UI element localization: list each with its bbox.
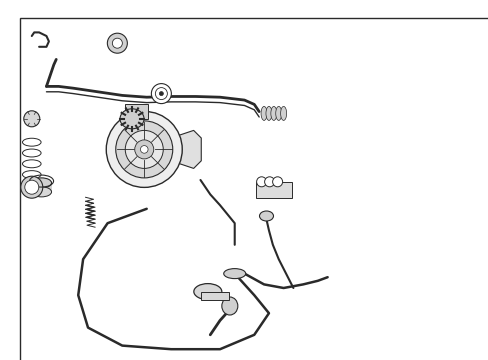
Circle shape — [264, 177, 274, 187]
Ellipse shape — [280, 107, 286, 120]
Bar — [32, 183, 51, 192]
Ellipse shape — [120, 109, 144, 129]
Bar — [201, 292, 228, 300]
Ellipse shape — [275, 107, 281, 120]
Ellipse shape — [22, 138, 41, 146]
Circle shape — [112, 38, 122, 48]
Circle shape — [125, 130, 163, 168]
Circle shape — [159, 91, 163, 96]
Ellipse shape — [32, 178, 51, 188]
Ellipse shape — [261, 107, 266, 120]
Ellipse shape — [32, 187, 51, 197]
Circle shape — [107, 33, 127, 53]
Circle shape — [155, 87, 167, 100]
Ellipse shape — [21, 176, 42, 198]
Circle shape — [116, 121, 172, 178]
Circle shape — [272, 177, 282, 187]
Bar — [255, 182, 291, 198]
Ellipse shape — [265, 107, 271, 120]
Ellipse shape — [25, 180, 39, 194]
Ellipse shape — [22, 149, 41, 157]
Ellipse shape — [22, 160, 41, 168]
Circle shape — [151, 84, 171, 104]
Ellipse shape — [259, 211, 273, 221]
Ellipse shape — [222, 297, 237, 315]
Ellipse shape — [22, 171, 41, 179]
Ellipse shape — [24, 111, 40, 127]
Circle shape — [256, 177, 266, 187]
Circle shape — [106, 111, 182, 188]
Circle shape — [135, 140, 153, 159]
Ellipse shape — [193, 284, 222, 300]
Polygon shape — [170, 130, 201, 168]
Ellipse shape — [270, 107, 276, 120]
Bar — [125, 104, 148, 119]
Circle shape — [140, 145, 148, 153]
Ellipse shape — [224, 269, 245, 279]
